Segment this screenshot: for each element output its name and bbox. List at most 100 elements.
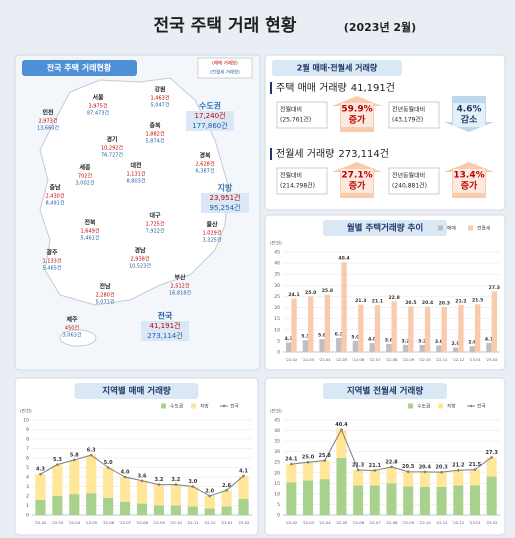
line-point	[208, 494, 211, 498]
x-tick-label: '23.01	[221, 520, 233, 525]
bar	[419, 486, 430, 515]
jeju-shape	[59, 329, 97, 347]
region-name: 전남	[99, 283, 111, 291]
summary-total: 273,114건	[338, 148, 389, 160]
comparison-base: (43,179건)	[392, 116, 423, 124]
change-box	[453, 169, 485, 193]
value-label: 6.3	[335, 332, 343, 338]
region-rent: 7,922건	[146, 228, 165, 235]
value-label: 3.2	[154, 477, 163, 483]
y-tick-label: 4	[26, 475, 29, 481]
y-tick-label: 45	[274, 418, 280, 424]
comparison-box	[388, 167, 440, 195]
region-rent: 10,523건	[129, 263, 151, 270]
region-name: 지방	[218, 183, 233, 193]
value-label: 3.0	[188, 479, 197, 485]
value-label: 2.0	[452, 341, 460, 347]
region-sale: 41,191건	[150, 321, 181, 330]
value-label: 25.0	[305, 290, 316, 296]
bar	[386, 483, 397, 515]
value-label: 5.8	[318, 333, 326, 339]
bar	[286, 482, 297, 515]
bar	[69, 494, 80, 515]
region-sale: 23,951건	[210, 193, 241, 202]
bar	[170, 484, 181, 506]
y-axis-label: (만건)	[270, 240, 282, 247]
bar	[52, 496, 63, 515]
change-rate: 27.1%	[341, 171, 372, 181]
comparison-label: 전년동월대비	[392, 172, 425, 180]
bar	[136, 480, 148, 504]
x-tick-label: '23.02	[238, 520, 250, 525]
bar	[369, 470, 380, 486]
comparison-box	[276, 167, 328, 195]
page-title: 전국 주택 거래 현황	[154, 16, 297, 36]
region-name: 세종	[79, 164, 91, 172]
bar	[419, 471, 430, 487]
value-label: 6.3	[87, 448, 96, 454]
change-direction: 증가	[461, 180, 478, 192]
map-legend-rent: (전월세 거래량)	[210, 69, 240, 76]
change-rate: 4.6%	[457, 105, 482, 115]
x-tick-label: '22.10	[419, 520, 431, 525]
value-label: 5.3	[301, 334, 309, 340]
value-label: 21.3	[352, 463, 365, 469]
value-label: 25.8	[319, 453, 332, 459]
region-sale: 1,029건	[203, 230, 222, 237]
bar	[353, 485, 364, 515]
map-legend-box	[197, 57, 253, 79]
value-label: 22.8	[385, 459, 398, 465]
x-tick-label: '22.11	[187, 520, 199, 525]
summary-label: 주택 매매 거래량	[276, 82, 347, 94]
value-label: 4.3	[36, 467, 45, 473]
x-tick-label: '22.03	[51, 520, 63, 525]
region-sale: 2,430건	[46, 193, 65, 200]
region-rent: 5,047건	[151, 102, 170, 109]
y-tick-label: 15	[274, 481, 280, 487]
bar	[204, 496, 215, 509]
legend-label: 수도권	[170, 403, 183, 410]
region-rent: 8,803건	[127, 178, 146, 185]
y-tick-label: 5	[277, 502, 280, 508]
change-direction: 증가	[349, 180, 366, 192]
value-label: 21.5	[469, 462, 482, 468]
bar	[136, 503, 148, 515]
value-label: 5.8	[70, 452, 79, 458]
x-tick-label: '22.02	[285, 520, 297, 525]
region-rent: 8,491건	[46, 200, 65, 207]
map-shape	[39, 77, 229, 306]
region-name: 부산	[174, 274, 186, 282]
value-label: 40.4	[335, 422, 348, 428]
value-label: 4.0	[121, 470, 130, 476]
bar	[238, 476, 249, 499]
y-tick-label: 3	[26, 484, 29, 490]
region-sale: 2,280건	[96, 292, 115, 299]
y-tick-label: 5	[26, 465, 29, 471]
comparison-base: (25,761건)	[280, 116, 311, 124]
value-label: 27.3	[485, 450, 498, 456]
value-label: 21.2	[452, 463, 465, 469]
line-point	[323, 459, 327, 462]
comparison-base: (214,798건)	[280, 182, 315, 190]
value-label: 21.3	[355, 298, 366, 304]
x-tick-label: '22.08	[386, 520, 398, 525]
bar	[369, 343, 375, 352]
x-tick-label: '23.01	[469, 357, 481, 362]
value-label: 4.3	[285, 336, 293, 342]
bar	[386, 466, 397, 484]
bar	[403, 486, 414, 515]
region-name: 수도권	[199, 101, 221, 111]
legend-label: 매매	[447, 225, 456, 232]
bar	[69, 459, 80, 495]
line-point	[39, 472, 42, 476]
summary-title: 2월 매매·전월세 거래량	[297, 63, 378, 73]
region-name: 충남	[49, 184, 61, 192]
change-rate: 59.9%	[341, 105, 372, 115]
region-sale: 1,463건	[151, 95, 170, 102]
x-tick-label: '22.02	[35, 520, 47, 525]
bar	[170, 505, 181, 515]
legend-label: 지방	[447, 403, 456, 410]
value-label: 21.1	[372, 299, 383, 305]
bar	[35, 499, 46, 515]
